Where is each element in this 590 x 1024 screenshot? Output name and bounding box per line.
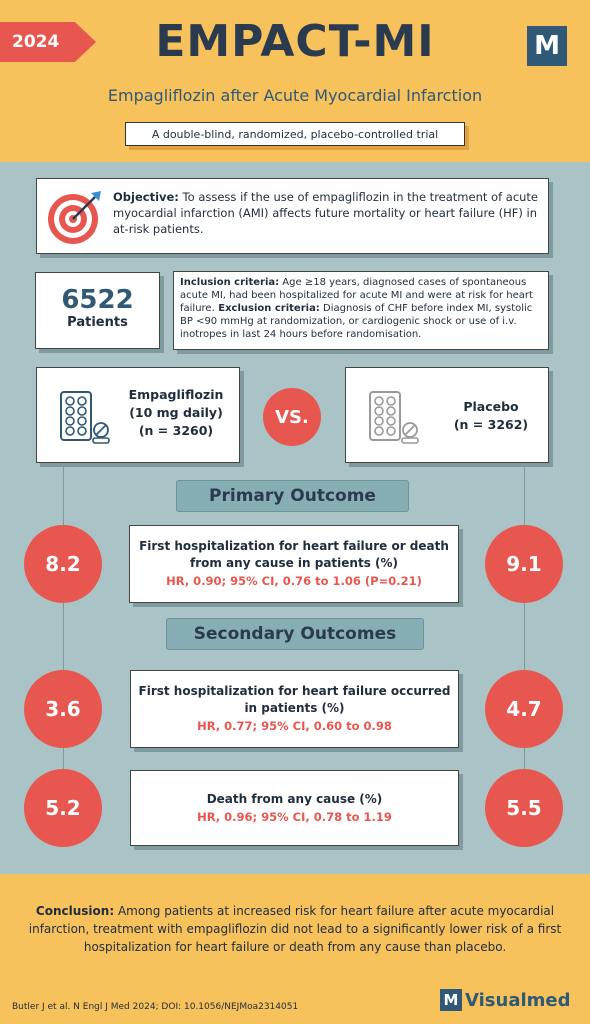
criteria-card: Inclusion criteria: Age ≥18 years, diagn…	[173, 271, 549, 350]
primary-outcome-card: First hospitalization for heart failure …	[129, 525, 459, 603]
placebo-arm-card: Placebo (n = 3262)	[345, 367, 549, 463]
exclusion-label: Exclusion criteria:	[214, 303, 320, 314]
empagliflozin-dose: (10 mg daily)	[129, 405, 223, 420]
secondary-outcome1-card: First hospitalization for heart failure …	[130, 670, 459, 748]
secondary2-empagliflozin-value: 5.2	[24, 769, 102, 847]
secondary1-placebo-value: 4.7	[485, 670, 563, 748]
secondary-outcome2-stat: HR, 0.96; 95% CI, 0.78 to 1.19	[197, 810, 392, 824]
conclusion-text: Conclusion: Among patients at increased …	[22, 902, 568, 956]
secondary-outcome2-card: Death from any cause (%) HR, 0.96; 95% C…	[130, 770, 459, 846]
patients-count: 6522	[61, 285, 134, 315]
citation: Butler J et al. N Engl J Med 2024; DOI: …	[12, 1002, 299, 1012]
patients-label: Patients	[67, 315, 128, 330]
placebo-arm-text: Placebo (n = 3262)	[441, 398, 541, 434]
empagliflozin-n: (n = 3260)	[138, 423, 214, 438]
empagliflozin-arm-card: Empagliflozin (10 mg daily) (n = 3260)	[36, 367, 240, 463]
secondary2-placebo-value: 5.5	[485, 769, 563, 847]
conclusion-band: Conclusion: Among patients at increased …	[0, 874, 590, 1024]
objective-text: Objective: To assess if the use of empag…	[113, 189, 538, 237]
brand-name: Visualmed	[465, 989, 571, 1011]
conclusion-label: Conclusion:	[35, 904, 115, 918]
placebo-timeline	[524, 463, 525, 808]
primary-outcome-stat: HR, 0.90; 95% CI, 0.76 to 1.06 (P=0.21)	[166, 574, 422, 588]
patients-card: 6522 Patients	[35, 272, 160, 349]
pill-pack-icon	[369, 391, 419, 444]
inclusion-text: Age ≥18 years, diagnosed cases of sponta…	[180, 277, 533, 314]
brand-logo: M Visualmed	[440, 988, 570, 1012]
primary-placebo-value: 9.1	[485, 525, 563, 603]
secondary-outcome1-title: First hospitalization for heart failure …	[138, 684, 451, 715]
vs-badge: VS.	[263, 388, 321, 446]
conclusion-body: Among patients at increased risk for hea…	[28, 904, 562, 954]
visualmed-logo: M	[527, 26, 567, 66]
page-title: EMPACT-MI	[155, 16, 435, 67]
empagliflozin-arm-text: Empagliflozin (10 mg daily) (n = 3260)	[117, 386, 235, 440]
objective-card: Objective: To assess if the use of empag…	[36, 178, 549, 254]
primary-outcome-title: First hospitalization for heart failure …	[139, 539, 449, 570]
exclusion-text: Diagnosis of CHF before index MI, systol…	[180, 303, 533, 340]
secondary-outcome1-stat: HR, 0.77; 95% CI, 0.60 to 0.98	[197, 719, 392, 733]
secondary-outcomes-heading: Secondary Outcomes	[166, 618, 424, 650]
placebo-name: Placebo	[463, 399, 519, 414]
year-tag: 2024	[0, 22, 96, 62]
objective-body: To assess if the use of empagliflozin in…	[113, 190, 539, 236]
empagliflozin-name: Empagliflozin	[128, 387, 224, 402]
empagliflozin-timeline	[63, 463, 64, 808]
target-icon	[48, 191, 101, 244]
header-band: 2024 EMPACT-MI M Empagliflozin after Acu…	[0, 0, 590, 162]
secondary-outcome2-title: Death from any cause (%)	[206, 792, 383, 806]
placebo-n: (n = 3262)	[453, 417, 529, 432]
brand-mark: M	[440, 989, 462, 1011]
trial-design-box: A double-blind, randomized, placebo-cont…	[125, 122, 465, 146]
secondary1-empagliflozin-value: 3.6	[24, 670, 102, 748]
primary-empagliflozin-value: 8.2	[24, 525, 102, 603]
pill-pack-icon	[60, 391, 110, 444]
primary-outcome-heading: Primary Outcome	[176, 480, 409, 512]
objective-label: Objective:	[113, 190, 179, 204]
page-subtitle: Empagliflozin after Acute Myocardial Inf…	[107, 86, 483, 105]
inclusion-label: Inclusion criteria:	[180, 277, 280, 288]
